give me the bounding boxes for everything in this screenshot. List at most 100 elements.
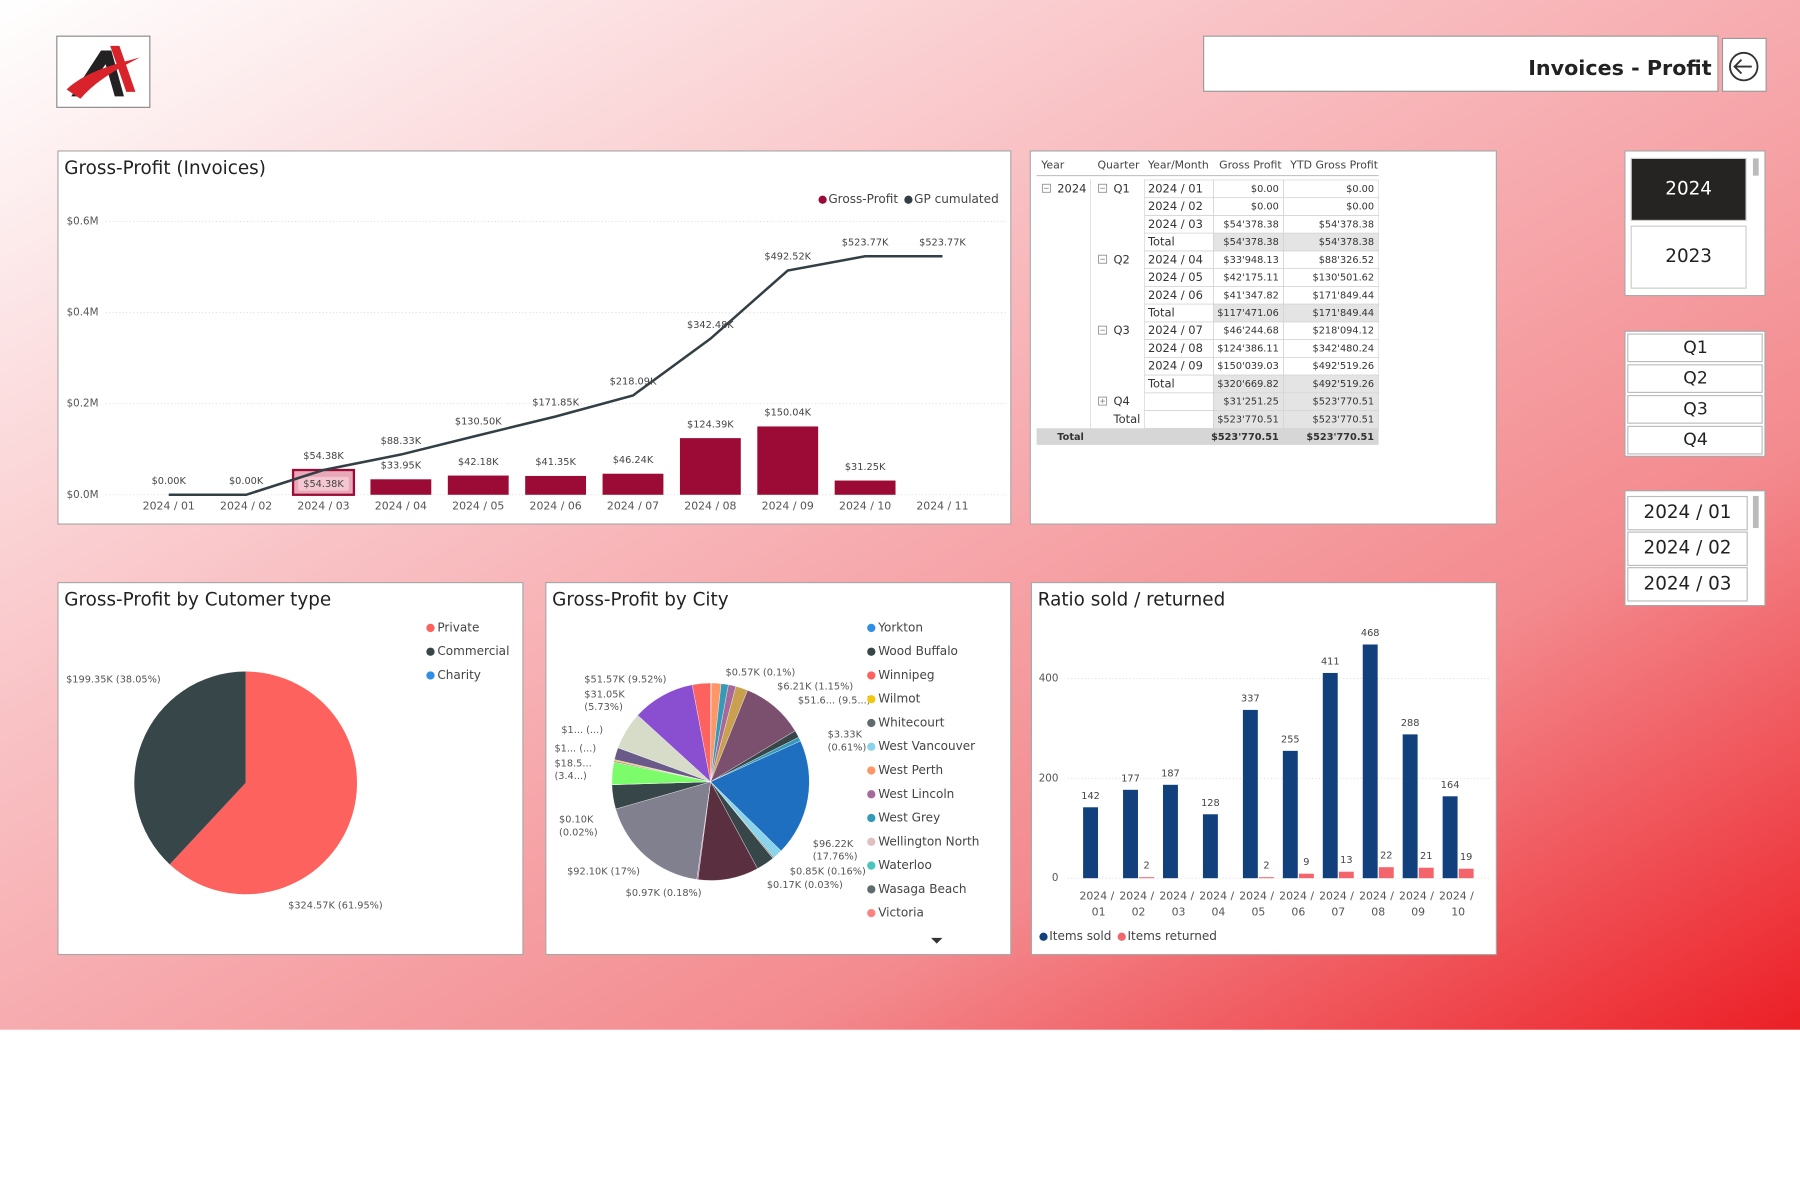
table-cell-text: $117'471.06 bbox=[1217, 308, 1279, 319]
data-label: $199.35K (38.05%) bbox=[66, 675, 161, 686]
table-cell-text: $54'378.38 bbox=[1223, 237, 1278, 248]
scrollbar bbox=[1752, 495, 1759, 529]
slicer-label[interactable]: Q1 bbox=[1683, 338, 1708, 358]
data-label: $96.22K (17.76%) bbox=[813, 839, 858, 863]
legend-swatch bbox=[818, 195, 827, 204]
expand-icon[interactable] bbox=[1098, 325, 1108, 335]
scroll-arrow[interactable] bbox=[930, 937, 943, 944]
x-tick-label: 2024 / 06 bbox=[530, 499, 582, 512]
table-cell-text: $0.00 bbox=[1346, 184, 1374, 195]
bar bbox=[1258, 877, 1274, 879]
panel bbox=[1030, 582, 1497, 956]
data-label: 21 bbox=[1420, 851, 1432, 862]
data-label: $46.24K bbox=[613, 455, 654, 466]
data-label: $92.10K (17%) bbox=[567, 866, 640, 877]
panel bbox=[1029, 150, 1497, 525]
legend-swatch bbox=[867, 837, 876, 846]
bar bbox=[525, 475, 587, 495]
data-label: 255 bbox=[1281, 734, 1300, 745]
legend-swatch bbox=[867, 742, 876, 751]
bar bbox=[1378, 867, 1394, 879]
table-total: $523'770.51 bbox=[1211, 432, 1279, 443]
slicer-label[interactable]: Q3 bbox=[1683, 399, 1708, 419]
expand-icon[interactable] bbox=[1041, 183, 1051, 193]
subtotal-cell bbox=[1213, 410, 1379, 429]
bar bbox=[1458, 868, 1474, 879]
slicer-item[interactable] bbox=[1630, 157, 1747, 221]
bar bbox=[679, 438, 741, 495]
legend-swatch bbox=[867, 861, 876, 870]
slicer-item[interactable] bbox=[1627, 531, 1748, 566]
legend-swatch bbox=[867, 718, 876, 728]
data-label: $492.52K bbox=[764, 252, 811, 263]
x-tick-label: 2024 / 10 bbox=[1439, 890, 1477, 919]
slicer-label[interactable]: 2023 bbox=[1665, 246, 1712, 267]
table-cell-text: $171'849.44 bbox=[1312, 308, 1374, 319]
x-tick-label: 2024 / 07 bbox=[607, 499, 659, 512]
table-cell-text: $46'244.68 bbox=[1223, 326, 1278, 337]
legend-label: Whitecourt bbox=[878, 715, 945, 729]
slicer-label[interactable]: 2024 bbox=[1665, 178, 1712, 199]
table-cell-text: $492'519.26 bbox=[1312, 379, 1374, 390]
table-header: Year/Month bbox=[1147, 158, 1209, 171]
table-cell-text: $54'378.38 bbox=[1319, 237, 1374, 248]
bar bbox=[447, 475, 509, 495]
slicer-item[interactable] bbox=[1627, 567, 1748, 602]
expand-icon[interactable] bbox=[1098, 183, 1108, 193]
slicer-item[interactable] bbox=[1627, 364, 1763, 393]
y-tick-label: 400 bbox=[1039, 672, 1059, 684]
data-label: 13 bbox=[1340, 855, 1352, 866]
back-button[interactable] bbox=[1721, 37, 1767, 92]
table-cell-text: $523'770.51 bbox=[1217, 414, 1279, 425]
legend-swatch bbox=[867, 671, 876, 680]
data-label: $51.57K (9.52%) bbox=[584, 675, 666, 686]
bar bbox=[834, 480, 896, 495]
legend-label: Wood Buffalo bbox=[878, 644, 958, 658]
slicer-item[interactable] bbox=[1630, 225, 1747, 289]
expand-icon[interactable] bbox=[1098, 254, 1108, 264]
legend-label: Wellington North bbox=[878, 834, 979, 848]
x-tick-label: 2024 / 07 bbox=[1319, 890, 1357, 919]
x-tick-label: 2024 / 03 bbox=[1159, 890, 1197, 919]
table-cell-text: 2024 / 03 bbox=[1148, 217, 1203, 231]
legend-label: Wilmot bbox=[878, 692, 920, 706]
slicer-label[interactable]: 2024 / 03 bbox=[1644, 573, 1732, 594]
legend-label: Wasaga Beach bbox=[878, 882, 966, 896]
data-label: $324.57K (61.95%) bbox=[288, 901, 383, 912]
legend-label: West Grey bbox=[878, 811, 940, 825]
data-label: 142 bbox=[1081, 791, 1100, 802]
legend-label: Victoria bbox=[878, 906, 924, 920]
data-label: $31.05K (5.73%) bbox=[584, 690, 628, 714]
slicer-item[interactable] bbox=[1627, 425, 1763, 455]
data-label: $1... (...) bbox=[561, 725, 603, 736]
slicer-item[interactable] bbox=[1627, 333, 1763, 363]
data-label: $42.18K bbox=[458, 457, 499, 468]
table-cell-text: $218'094.12 bbox=[1312, 326, 1374, 337]
table-cell-text: $342'480.24 bbox=[1312, 343, 1374, 354]
data-label: 337 bbox=[1241, 693, 1260, 704]
data-label: 177 bbox=[1121, 773, 1140, 784]
data-label: $124.39K bbox=[687, 419, 734, 430]
data-label: 164 bbox=[1441, 780, 1460, 791]
subtotal-cell bbox=[1213, 304, 1379, 322]
scrollbar bbox=[1752, 158, 1759, 176]
data-label: 9 bbox=[1303, 857, 1309, 868]
data-label: $54.38K bbox=[303, 479, 344, 490]
table-cell-text: $492'519.26 bbox=[1312, 361, 1374, 372]
slicer-label[interactable]: Q2 bbox=[1683, 369, 1708, 389]
slicer-label[interactable]: Q4 bbox=[1683, 430, 1708, 450]
table-cell-text: $320'669.82 bbox=[1217, 379, 1279, 390]
slicer-label[interactable]: 2024 / 01 bbox=[1644, 502, 1732, 523]
data-label: $218.09K bbox=[610, 377, 657, 388]
legend-swatch bbox=[867, 790, 876, 799]
slicer-item[interactable] bbox=[1627, 495, 1748, 531]
expand-icon[interactable] bbox=[1098, 396, 1108, 406]
slicer-label[interactable]: 2024 / 02 bbox=[1644, 538, 1732, 559]
title-box bbox=[1203, 35, 1719, 92]
data-label: $54.38K bbox=[303, 451, 344, 462]
slicer-item[interactable] bbox=[1627, 395, 1763, 424]
data-label: $0.00K bbox=[229, 476, 264, 487]
x-tick-label: 2024 / 02 bbox=[220, 499, 272, 512]
data-label: $0.97K (0.18%) bbox=[626, 888, 702, 899]
